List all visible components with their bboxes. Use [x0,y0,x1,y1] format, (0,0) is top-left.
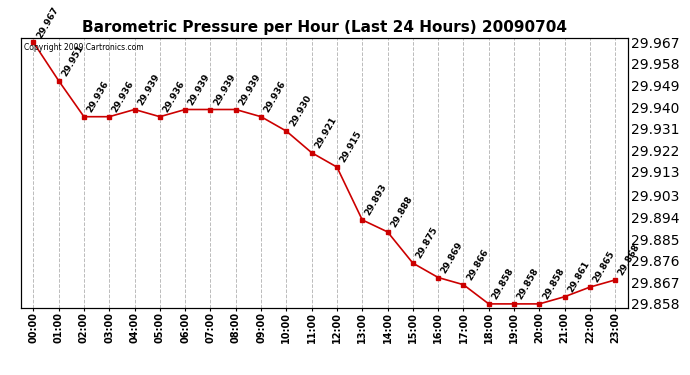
Text: 29.936: 29.936 [110,79,136,114]
Text: 29.967: 29.967 [34,5,60,39]
Text: 29.921: 29.921 [313,115,338,150]
Text: 29.858: 29.858 [515,267,540,301]
Text: 29.858: 29.858 [541,267,566,301]
Text: 29.936: 29.936 [161,79,186,114]
Text: 29.915: 29.915 [338,130,364,164]
Text: 29.868: 29.868 [617,243,642,277]
Text: 29.893: 29.893 [364,182,389,217]
Text: 29.939: 29.939 [212,72,237,107]
Text: 29.939: 29.939 [237,72,262,107]
Title: Barometric Pressure per Hour (Last 24 Hours) 20090704: Barometric Pressure per Hour (Last 24 Ho… [82,20,566,35]
Text: 29.936: 29.936 [86,79,110,114]
Text: 29.866: 29.866 [465,248,490,282]
Text: 29.936: 29.936 [262,79,288,114]
Text: 29.875: 29.875 [414,226,440,260]
Text: 29.858: 29.858 [490,267,515,301]
Text: Copyright 2009 Cartronics.com: Copyright 2009 Cartronics.com [23,43,144,52]
Text: 29.865: 29.865 [591,250,616,284]
Text: 29.939: 29.939 [136,72,161,107]
Text: 29.861: 29.861 [566,260,591,294]
Text: 29.888: 29.888 [389,195,414,229]
Text: 29.939: 29.939 [186,72,212,107]
Text: 29.930: 29.930 [288,94,313,128]
Text: 29.951: 29.951 [60,43,86,78]
Text: 29.869: 29.869 [440,240,465,275]
